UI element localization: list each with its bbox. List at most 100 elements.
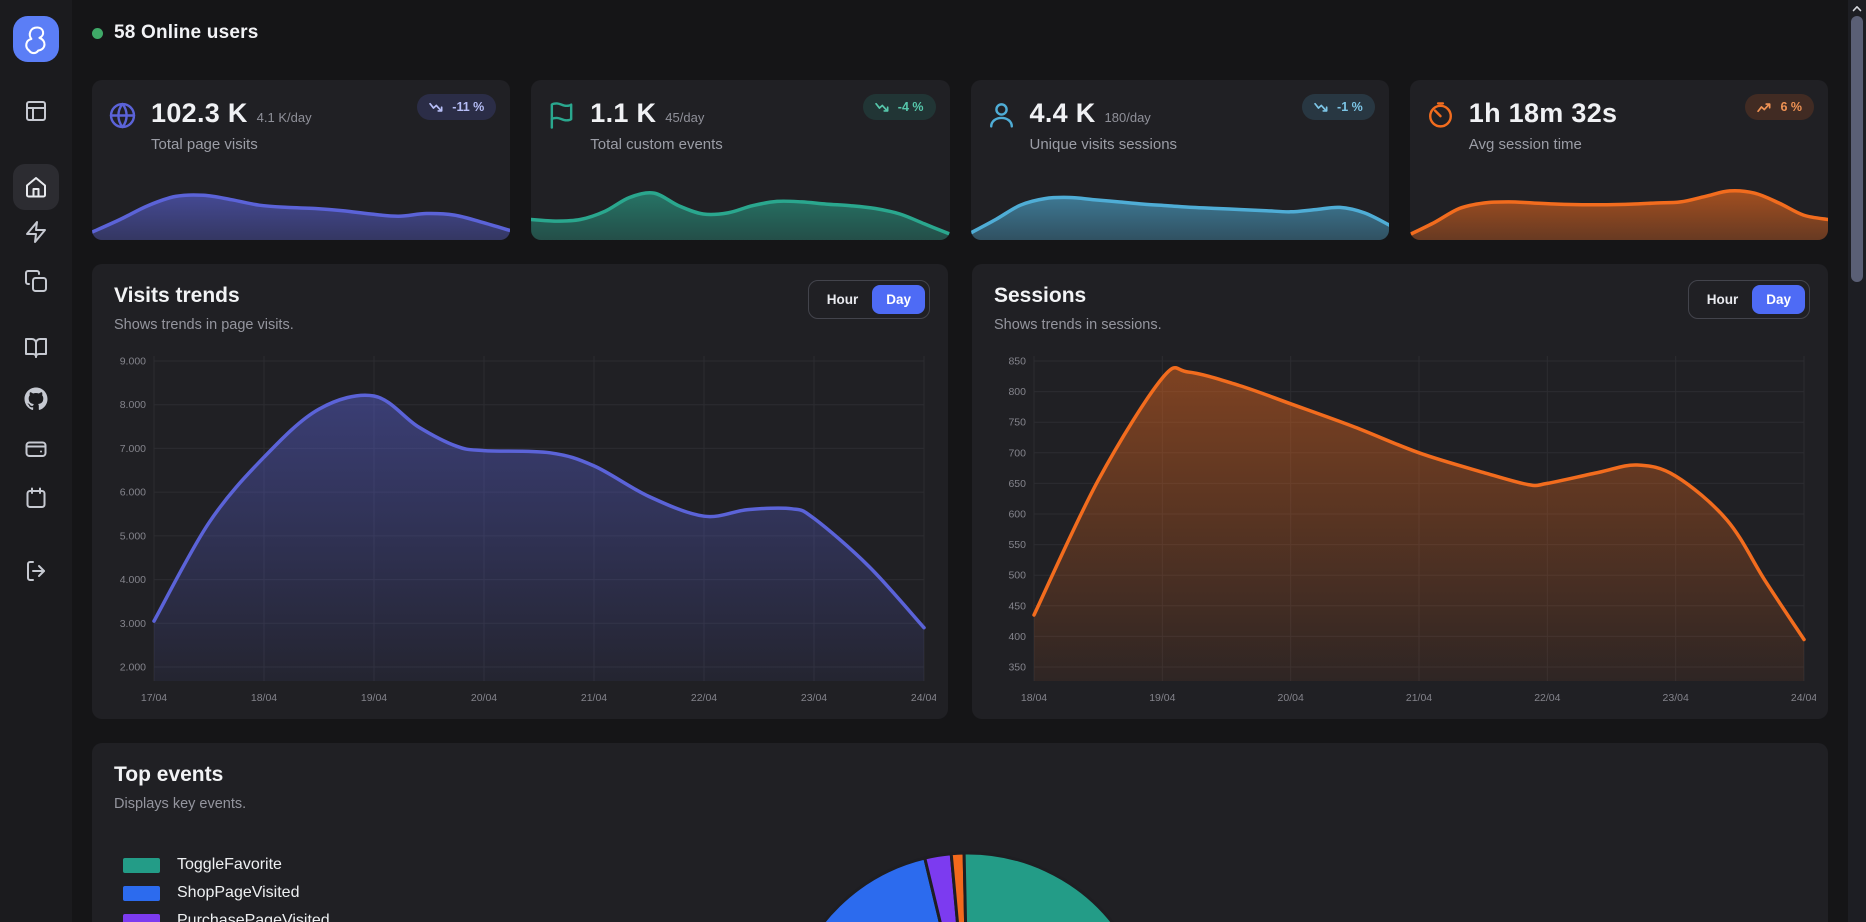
svg-text:19/04: 19/04 bbox=[361, 692, 387, 704]
legend-item[interactable]: PurchasePageVisited bbox=[123, 912, 403, 922]
trend-badge: -11 % bbox=[417, 94, 497, 120]
logo-icon[interactable] bbox=[13, 16, 59, 62]
svg-text:17/04: 17/04 bbox=[141, 692, 167, 704]
visits-trends-chart[interactable]: 17/04 18/04 19/04 20/04 21/04 22/04 23/04 24/04… bbox=[104, 350, 936, 711]
top-events-panel: Top events Displays key events. ToggleFa… bbox=[92, 743, 1828, 922]
timer-icon bbox=[1426, 101, 1455, 130]
scrollbar-up-arrow-icon[interactable] bbox=[1848, 2, 1866, 14]
toggle-hour-button[interactable]: Hour bbox=[813, 285, 873, 314]
top-events-pie-chart[interactable] bbox=[778, 848, 1158, 922]
sparkline-chart bbox=[1409, 188, 1828, 240]
svg-text:600: 600 bbox=[1008, 509, 1026, 521]
stat-per-day: 45/day bbox=[665, 110, 705, 125]
svg-text:18/04: 18/04 bbox=[1021, 692, 1047, 704]
legend-item[interactable]: ShopPageVisited bbox=[123, 884, 403, 902]
sidebar bbox=[0, 0, 72, 922]
svg-text:800: 800 bbox=[1008, 386, 1026, 398]
globe-icon bbox=[108, 101, 137, 130]
panel-subtitle: Shows trends in page visits. bbox=[114, 317, 294, 333]
online-users-header: 58 Online users bbox=[92, 22, 1828, 44]
flag-icon bbox=[547, 101, 576, 130]
stat-label: Avg session time bbox=[1468, 136, 1582, 153]
trend-badge: -1 % bbox=[1302, 94, 1375, 120]
sparkline-chart bbox=[92, 193, 511, 240]
svg-text:850: 850 bbox=[1008, 356, 1026, 368]
trend-down-icon bbox=[1314, 102, 1328, 112]
stat-cards-row: 102.3 K 4.1 K/day Total page visits -11 … bbox=[92, 80, 1828, 240]
svg-text:2.000: 2.000 bbox=[120, 662, 146, 674]
svg-text:5.000: 5.000 bbox=[120, 530, 146, 542]
logout-icon[interactable] bbox=[24, 559, 48, 583]
svg-text:4.000: 4.000 bbox=[120, 574, 146, 586]
interval-toggle: Hour Day bbox=[1687, 280, 1810, 319]
stat-card-page-visits: 102.3 K 4.1 K/day Total page visits -11 … bbox=[92, 80, 511, 240]
stat-label: Total custom events bbox=[590, 136, 723, 153]
panel-title: Top events bbox=[114, 763, 224, 786]
trend-down-icon bbox=[875, 102, 889, 112]
svg-text:21/04: 21/04 bbox=[581, 692, 607, 704]
svg-text:750: 750 bbox=[1008, 417, 1026, 429]
svg-text:22/04: 22/04 bbox=[691, 692, 717, 704]
svg-text:20/04: 20/04 bbox=[1278, 692, 1304, 704]
sparkline-chart bbox=[531, 191, 950, 240]
legend-swatch bbox=[123, 857, 160, 873]
trend-badge: -4 % bbox=[862, 94, 936, 120]
stat-value: 1.1 K bbox=[590, 98, 657, 128]
stat-card-unique-sessions: 4.4 K 180/day Unique visits sessions -1 … bbox=[970, 80, 1389, 240]
svg-text:24/04: 24/04 bbox=[911, 692, 936, 704]
legend-label: ShopPageVisited bbox=[177, 884, 300, 901]
scrollbar-thumb[interactable] bbox=[1851, 16, 1863, 282]
bolt-icon[interactable] bbox=[24, 220, 48, 244]
panel-subtitle: Shows trends in sessions. bbox=[994, 317, 1162, 333]
user-icon bbox=[987, 101, 1016, 130]
svg-text:7.000: 7.000 bbox=[120, 443, 146, 455]
main-content: 58 Online users 102.3 K 4.1 K/day Total … bbox=[72, 0, 1848, 922]
layout-icon[interactable] bbox=[24, 99, 48, 123]
svg-text:6.000: 6.000 bbox=[120, 487, 146, 499]
github-icon[interactable] bbox=[24, 387, 48, 411]
stat-value: 102.3 K bbox=[151, 98, 248, 128]
legend-item[interactable]: ToggleFavorite bbox=[123, 856, 403, 874]
wallet-icon[interactable] bbox=[24, 437, 48, 461]
stat-card-session-time: 1h 18m 32s Avg session time 6 % bbox=[1409, 80, 1828, 240]
trend-badge: 6 % bbox=[1745, 94, 1814, 120]
svg-text:20/04: 20/04 bbox=[471, 692, 497, 704]
stat-per-day: 4.1 K/day bbox=[256, 110, 312, 125]
stat-per-day: 180/day bbox=[1104, 110, 1151, 125]
svg-text:18/04: 18/04 bbox=[251, 692, 277, 704]
svg-text:400: 400 bbox=[1008, 631, 1026, 643]
panel-title: Visits trends bbox=[114, 284, 240, 307]
calendar-icon[interactable] bbox=[24, 486, 48, 510]
svg-text:24/04: 24/04 bbox=[1791, 692, 1816, 704]
toggle-hour-button[interactable]: Hour bbox=[1693, 285, 1753, 314]
interval-toggle: Hour Day bbox=[807, 280, 930, 319]
stat-value: 1h 18m 32s bbox=[1468, 98, 1618, 128]
svg-text:450: 450 bbox=[1008, 600, 1026, 612]
online-dot bbox=[92, 27, 103, 39]
legend-label: PurchasePageVisited bbox=[177, 912, 330, 922]
svg-text:550: 550 bbox=[1008, 539, 1026, 551]
stat-label: Unique visits sessions bbox=[1029, 136, 1178, 153]
svg-text:500: 500 bbox=[1008, 570, 1026, 582]
page-scrollbar[interactable] bbox=[1848, 0, 1866, 922]
svg-text:9.000: 9.000 bbox=[120, 356, 146, 368]
copy-icon[interactable] bbox=[24, 269, 48, 293]
svg-text:23/04: 23/04 bbox=[801, 692, 827, 704]
toggle-day-button[interactable]: Day bbox=[872, 285, 925, 314]
svg-text:3.000: 3.000 bbox=[120, 618, 146, 630]
sessions-panel: Sessions Shows trends in sessions. Hour … bbox=[972, 264, 1828, 719]
book-icon[interactable] bbox=[24, 336, 48, 360]
visits-trends-panel: Visits trends Shows trends in page visit… bbox=[92, 264, 948, 719]
toggle-day-button[interactable]: Day bbox=[1752, 285, 1805, 314]
svg-text:350: 350 bbox=[1008, 662, 1026, 674]
stat-label: Total page visits bbox=[151, 136, 258, 153]
svg-text:650: 650 bbox=[1008, 478, 1026, 490]
trend-down-icon bbox=[429, 102, 443, 112]
svg-text:23/04: 23/04 bbox=[1663, 692, 1689, 704]
sessions-chart[interactable]: 18/04 19/04 20/04 21/04 22/04 23/04 24/04 850 80… bbox=[984, 350, 1816, 711]
charts-row: Visits trends Shows trends in page visit… bbox=[92, 264, 1828, 719]
pie-legend: ToggleFavorite ShopPageVisited PurchaseP… bbox=[123, 856, 403, 922]
online-users-label: 58 Online users bbox=[114, 22, 259, 43]
home-icon[interactable] bbox=[13, 164, 59, 210]
panel-title: Sessions bbox=[994, 284, 1087, 307]
